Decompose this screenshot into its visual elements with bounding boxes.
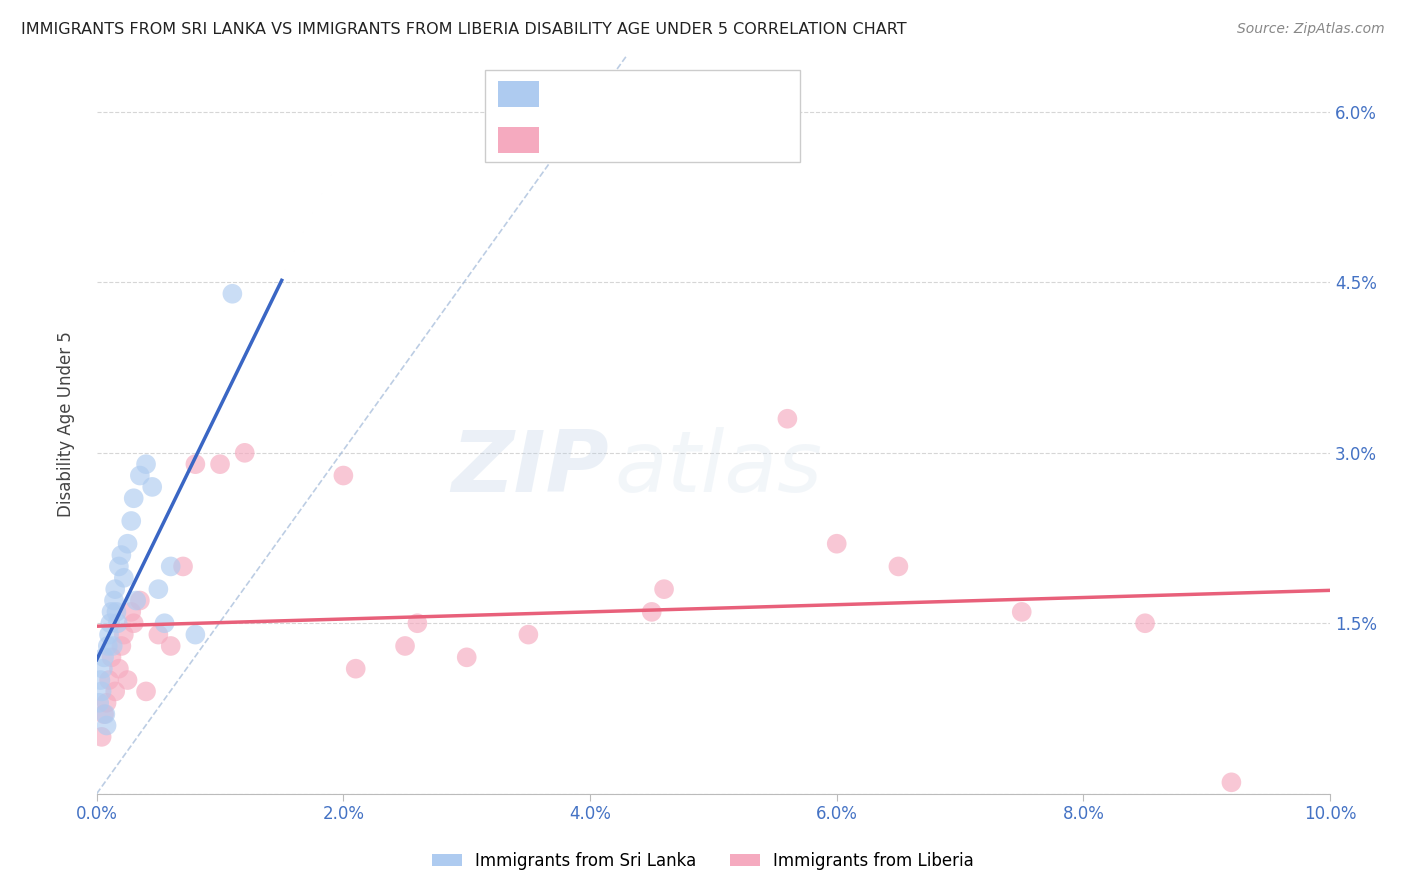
Point bbox=[104, 684, 127, 698]
Point bbox=[120, 605, 142, 619]
Point bbox=[100, 650, 122, 665]
Legend: Immigrants from Sri Lanka, Immigrants from Liberia: Immigrants from Sri Lanka, Immigrants fr… bbox=[426, 846, 980, 877]
Text: ZIP: ZIP bbox=[451, 427, 609, 510]
Point bbox=[98, 673, 121, 687]
Point bbox=[120, 514, 142, 528]
Point bbox=[93, 707, 115, 722]
Point bbox=[108, 662, 131, 676]
Point bbox=[406, 616, 429, 631]
Point bbox=[128, 468, 150, 483]
Point bbox=[148, 627, 170, 641]
Point bbox=[456, 650, 478, 665]
Point bbox=[96, 718, 118, 732]
Point bbox=[93, 650, 115, 665]
Point bbox=[1011, 605, 1033, 619]
Point bbox=[117, 537, 139, 551]
Point bbox=[332, 468, 354, 483]
Text: IMMIGRANTS FROM SRI LANKA VS IMMIGRANTS FROM LIBERIA DISABILITY AGE UNDER 5 CORR: IMMIGRANTS FROM SRI LANKA VS IMMIGRANTS … bbox=[21, 22, 907, 37]
Point bbox=[122, 616, 145, 631]
Point bbox=[887, 559, 910, 574]
Point bbox=[110, 548, 132, 562]
Point bbox=[1220, 775, 1243, 789]
Point bbox=[184, 457, 207, 471]
Point bbox=[125, 593, 148, 607]
Point bbox=[101, 639, 124, 653]
Y-axis label: Disability Age Under 5: Disability Age Under 5 bbox=[58, 332, 75, 517]
Point bbox=[100, 605, 122, 619]
Point bbox=[98, 616, 121, 631]
Point bbox=[172, 559, 194, 574]
Point bbox=[107, 616, 129, 631]
Point bbox=[89, 696, 111, 710]
Point bbox=[641, 605, 664, 619]
Point bbox=[1133, 616, 1156, 631]
Text: atlas: atlas bbox=[614, 427, 823, 510]
Point bbox=[112, 627, 135, 641]
Point bbox=[159, 639, 181, 653]
Point bbox=[233, 446, 256, 460]
Point bbox=[135, 457, 157, 471]
Point bbox=[103, 593, 125, 607]
Point bbox=[184, 627, 207, 641]
Point bbox=[221, 286, 243, 301]
Point bbox=[97, 639, 120, 653]
Point bbox=[104, 582, 127, 596]
Point bbox=[825, 537, 848, 551]
Point bbox=[108, 559, 131, 574]
Point bbox=[153, 616, 176, 631]
Point bbox=[110, 639, 132, 653]
Point bbox=[128, 593, 150, 607]
Point bbox=[209, 457, 232, 471]
Point bbox=[98, 627, 121, 641]
Point bbox=[89, 673, 111, 687]
Point bbox=[112, 571, 135, 585]
Point bbox=[394, 639, 416, 653]
Point bbox=[90, 730, 112, 744]
Point bbox=[91, 662, 114, 676]
Point bbox=[776, 411, 799, 425]
Point bbox=[148, 582, 170, 596]
Point bbox=[96, 696, 118, 710]
Point bbox=[141, 480, 163, 494]
Point bbox=[117, 673, 139, 687]
Point bbox=[94, 707, 117, 722]
Point bbox=[90, 684, 112, 698]
Point bbox=[122, 491, 145, 506]
Point bbox=[652, 582, 675, 596]
Point bbox=[105, 605, 128, 619]
Point bbox=[344, 662, 367, 676]
Point bbox=[159, 559, 181, 574]
Text: Source: ZipAtlas.com: Source: ZipAtlas.com bbox=[1237, 22, 1385, 37]
Point bbox=[135, 684, 157, 698]
Point bbox=[517, 627, 540, 641]
